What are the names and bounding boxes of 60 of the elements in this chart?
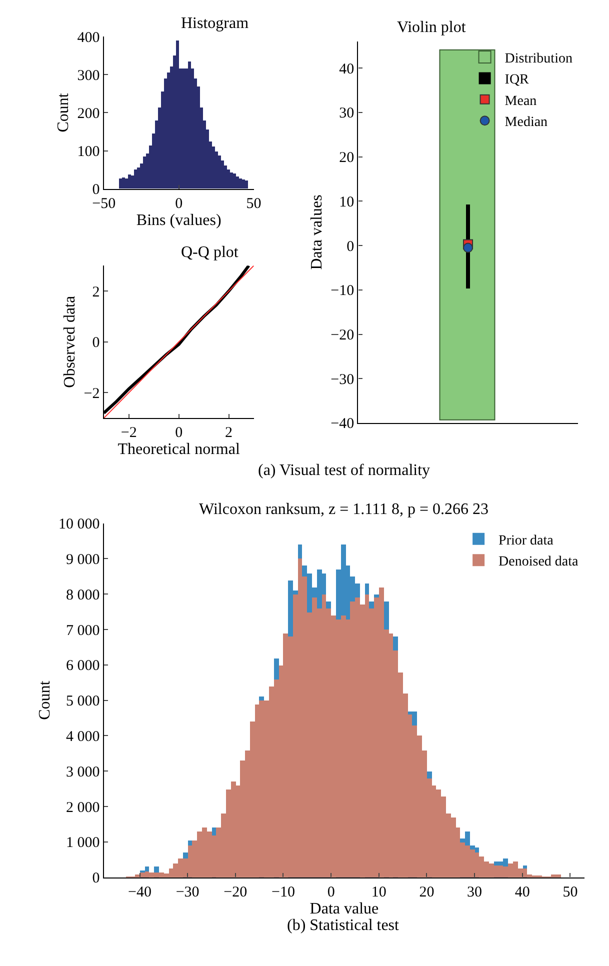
x-tick-label: 0: [175, 196, 183, 212]
x-tick-label: 40: [514, 884, 530, 900]
y-tick-label: 5 000: [66, 694, 100, 710]
x-tick-label: −40: [128, 884, 152, 900]
y-axis-title: Observed data: [62, 296, 79, 388]
x-tick-label: 2: [225, 425, 233, 442]
y-tick-label: 9 000: [66, 552, 100, 568]
x-tick-label: 20: [419, 884, 434, 900]
x-axis-title: Theoretical normal: [118, 441, 240, 458]
legend-label: Mean: [504, 94, 537, 109]
x-tick-label: −10: [272, 884, 295, 900]
y-tick-label: 3 000: [66, 764, 100, 780]
legend-label: Distribution: [504, 51, 572, 66]
legend-label: Prior data: [498, 533, 554, 548]
y-tick-label: 300: [77, 68, 100, 84]
y-tick-label: 100: [77, 144, 100, 160]
legend-label: Median: [504, 115, 548, 130]
y-axis-title: Count: [36, 680, 54, 720]
y-axis-title: Count: [55, 92, 72, 132]
x-tick-label: −50: [92, 196, 116, 212]
chart-title: Histogram: [181, 15, 250, 32]
y-tick-label: 7 000: [66, 622, 100, 639]
y-tick-label: 8 000: [66, 587, 100, 604]
chart-title: Wilcoxon ranksum, z = 1.111 8, p = 0.266 23: [199, 501, 489, 518]
x-tick-label: 50: [246, 196, 262, 212]
y-axis-title: Data values: [308, 194, 326, 270]
x-tick-label: −2: [120, 425, 137, 442]
y-tick-label: −30: [330, 372, 354, 388]
y-tick-label: 0: [92, 870, 100, 887]
y-tick-label: −20: [330, 328, 354, 344]
chart-title: Q-Q plot: [181, 244, 239, 261]
text: (a) Visual test of normality: [258, 462, 430, 479]
legend-label: Denoised data: [498, 554, 580, 570]
y-tick-label: 4 000: [66, 728, 100, 745]
y-tick-label: 20: [339, 150, 354, 166]
legend-label: IQR: [504, 72, 530, 88]
x-tick-label: 30: [467, 884, 482, 900]
y-tick-label: 10 000: [58, 516, 100, 533]
y-tick-label: 0: [92, 335, 100, 352]
y-tick-label: −2: [84, 386, 100, 402]
y-tick-label: 40: [339, 61, 354, 78]
x-tick-label: 0: [175, 425, 183, 442]
y-tick-label: 2: [92, 284, 100, 300]
y-tick-label: −10: [330, 283, 354, 300]
y-tick-label: 30: [339, 106, 354, 122]
y-tick-label: 400: [77, 30, 100, 46]
text: (b) Statistical test: [287, 917, 400, 934]
y-tick-label: 0: [346, 238, 354, 255]
chart-title: Violin plot: [397, 19, 466, 36]
x-tick-label: −30: [176, 884, 200, 900]
y-tick-label: 2 000: [66, 800, 100, 816]
x-axis-title: Data value: [310, 900, 379, 918]
x-tick-label: −20: [224, 884, 248, 900]
y-tick-label: 1 000: [66, 835, 100, 852]
y-tick-label: 0: [92, 182, 100, 198]
x-axis-title: Bins (values): [136, 212, 222, 230]
x-tick-label: 10: [371, 884, 386, 900]
x-tick-label: 50: [562, 884, 578, 900]
y-tick-label: 6 000: [66, 658, 100, 674]
y-tick-label: 200: [77, 106, 100, 122]
